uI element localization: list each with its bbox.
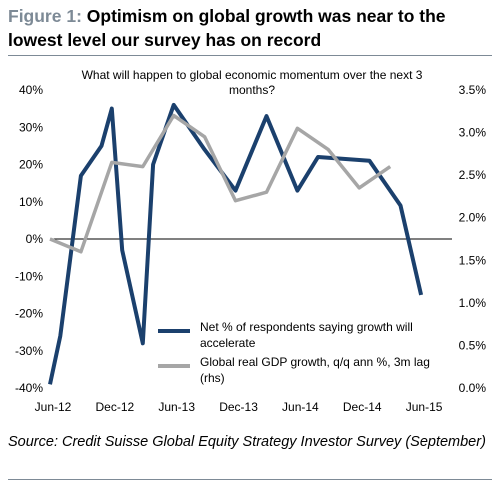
legend-label-series-1-line-1: Net % of respondents saying growth will [200, 320, 413, 334]
legend-label-series-1-line-2: accelerate [200, 336, 256, 350]
title-divider [8, 55, 492, 56]
figure-title-text: Optimism on global growth was near to th… [8, 6, 446, 50]
y-right-tick-label: 2.5% [459, 168, 487, 182]
x-tick-label: Jun-15 [406, 400, 443, 414]
y-right-tick-label: 3.0% [459, 126, 487, 140]
y-right-tick-label: 3.5% [459, 83, 487, 97]
legend-label-series-2-line-1: Global real GDP growth, q/q ann %, 3m la… [200, 355, 430, 369]
y-left-tick-label: -30% [15, 344, 43, 358]
y-right-tick-label: 2.0% [459, 211, 487, 225]
chart-title-line-1: What will happen to global economic mome… [82, 68, 423, 82]
legend-label-series-2-line-2: (rhs) [200, 371, 225, 385]
y-left-tick-label: 20% [19, 158, 43, 172]
y-right-tick-label: 1.0% [459, 296, 487, 310]
legend: Net % of respondents saying growth will … [158, 320, 430, 385]
series-line-2 [49, 113, 392, 254]
x-tick-label: Dec-12 [96, 400, 135, 414]
x-tick-label: Dec-13 [219, 400, 258, 414]
x-tick-label: Jun-13 [158, 400, 195, 414]
y-right-tick-label: 0.0% [459, 381, 487, 395]
chart-title-line-2: months? [229, 83, 275, 97]
bottom-divider [8, 479, 492, 480]
y-left-tick-label: -40% [15, 381, 43, 395]
y-left-tick-label: 30% [19, 120, 43, 134]
chart: What will happen to global economic mome… [15, 68, 486, 414]
y-right-tick-label: 1.5% [459, 253, 487, 267]
x-tick-label: Jun-12 [35, 400, 72, 414]
figure-title: Figure 1: Optimism on global growth was … [8, 4, 492, 52]
y-left-tick-label: 10% [19, 195, 43, 209]
y-left-tick-label: -20% [15, 307, 43, 321]
x-tick-label: Jun-14 [282, 400, 319, 414]
y-left-tick-label: 40% [19, 83, 43, 97]
y-left-tick-label: 0% [26, 232, 44, 246]
y-right-tick-label: 0.5% [459, 338, 487, 352]
y-left-tick-label: -10% [15, 269, 43, 283]
source-note: Source: Credit Suisse Global Equity Stra… [8, 434, 486, 450]
x-tick-label: Dec-14 [343, 400, 382, 414]
figure-label: Figure 1: [8, 6, 87, 26]
plot-area: 40% 30% 20% 10% 0% -10% -20% -30% -40% 3.5% 3.0% 2.… [15, 83, 486, 414]
